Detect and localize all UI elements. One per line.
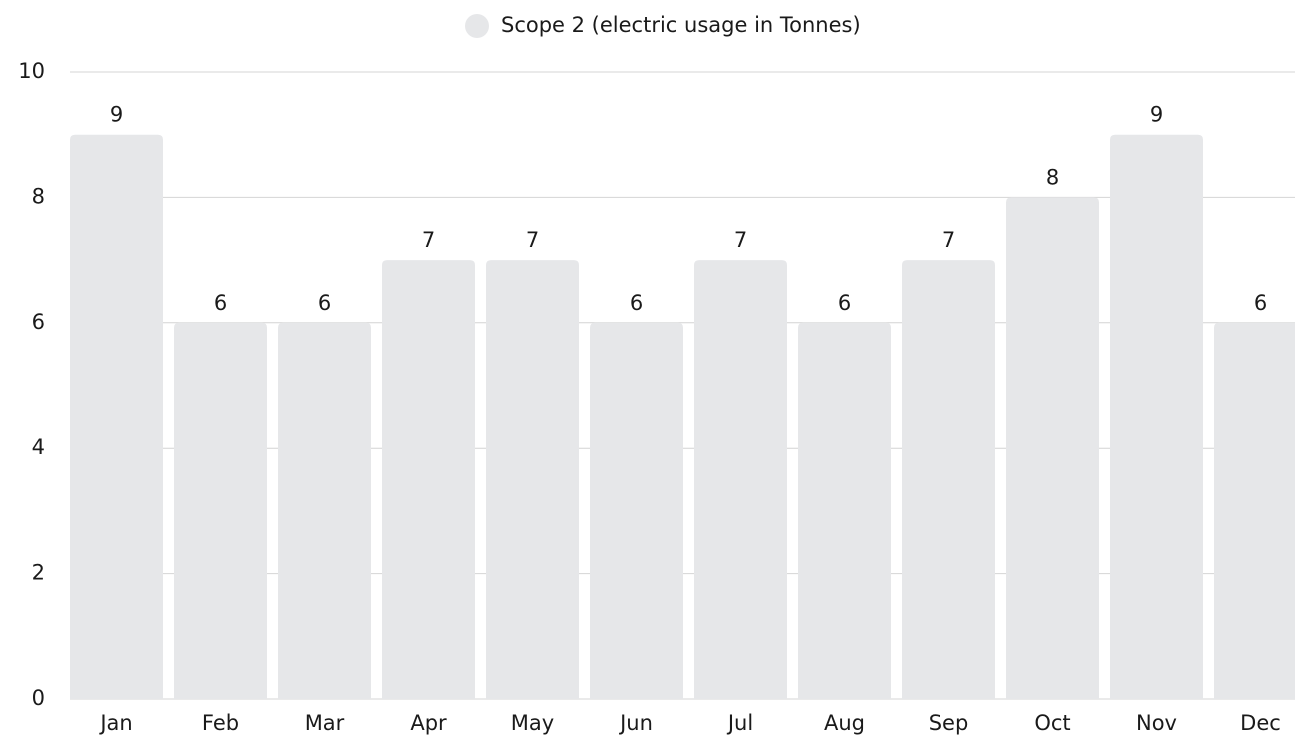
bar [694, 260, 787, 699]
x-tick-label: Feb [202, 711, 239, 735]
data-label: 6 [1254, 291, 1267, 315]
bar [70, 134, 163, 699]
data-label: 6 [318, 291, 331, 315]
x-tick-label: Jun [618, 711, 653, 735]
x-tick-label: May [511, 711, 554, 735]
y-tick-label: 10 [18, 59, 45, 83]
data-label: 8 [1046, 165, 1059, 189]
y-tick-label: 8 [32, 184, 45, 208]
x-tick-label: Jan [98, 711, 132, 735]
data-label: 7 [422, 228, 435, 252]
bar [1006, 197, 1099, 699]
bar [590, 322, 683, 699]
data-label: 7 [942, 228, 955, 252]
bar [174, 322, 267, 699]
data-label: 9 [110, 103, 123, 127]
x-tick-label: Sep [929, 711, 969, 735]
bar [1110, 134, 1203, 699]
x-tick-label: Dec [1240, 711, 1281, 735]
bar [902, 260, 995, 699]
legend-swatch [465, 14, 489, 38]
data-label: 9 [1150, 103, 1163, 127]
y-tick-label: 4 [32, 435, 45, 459]
bar [278, 322, 371, 699]
y-tick-label: 2 [32, 561, 45, 585]
y-tick-label: 6 [32, 310, 45, 334]
bar [382, 260, 475, 699]
x-tick-label: Aug [824, 711, 865, 735]
bar [798, 322, 891, 699]
x-tick-label: Nov [1136, 711, 1177, 735]
x-tick-label: Oct [1034, 711, 1070, 735]
data-label: 6 [838, 291, 851, 315]
bar [486, 260, 579, 699]
y-tick-label: 0 [32, 686, 45, 710]
x-tick-label: Mar [305, 711, 345, 735]
data-label: 6 [214, 291, 227, 315]
x-tick-label: Jul [726, 711, 753, 735]
legend-label: Scope 2 (electric usage in Tonnes) [501, 13, 861, 37]
bar [1214, 322, 1295, 699]
data-label: 6 [630, 291, 643, 315]
data-label: 7 [526, 228, 539, 252]
data-label: 7 [734, 228, 747, 252]
x-tick-label: Apr [410, 711, 447, 735]
